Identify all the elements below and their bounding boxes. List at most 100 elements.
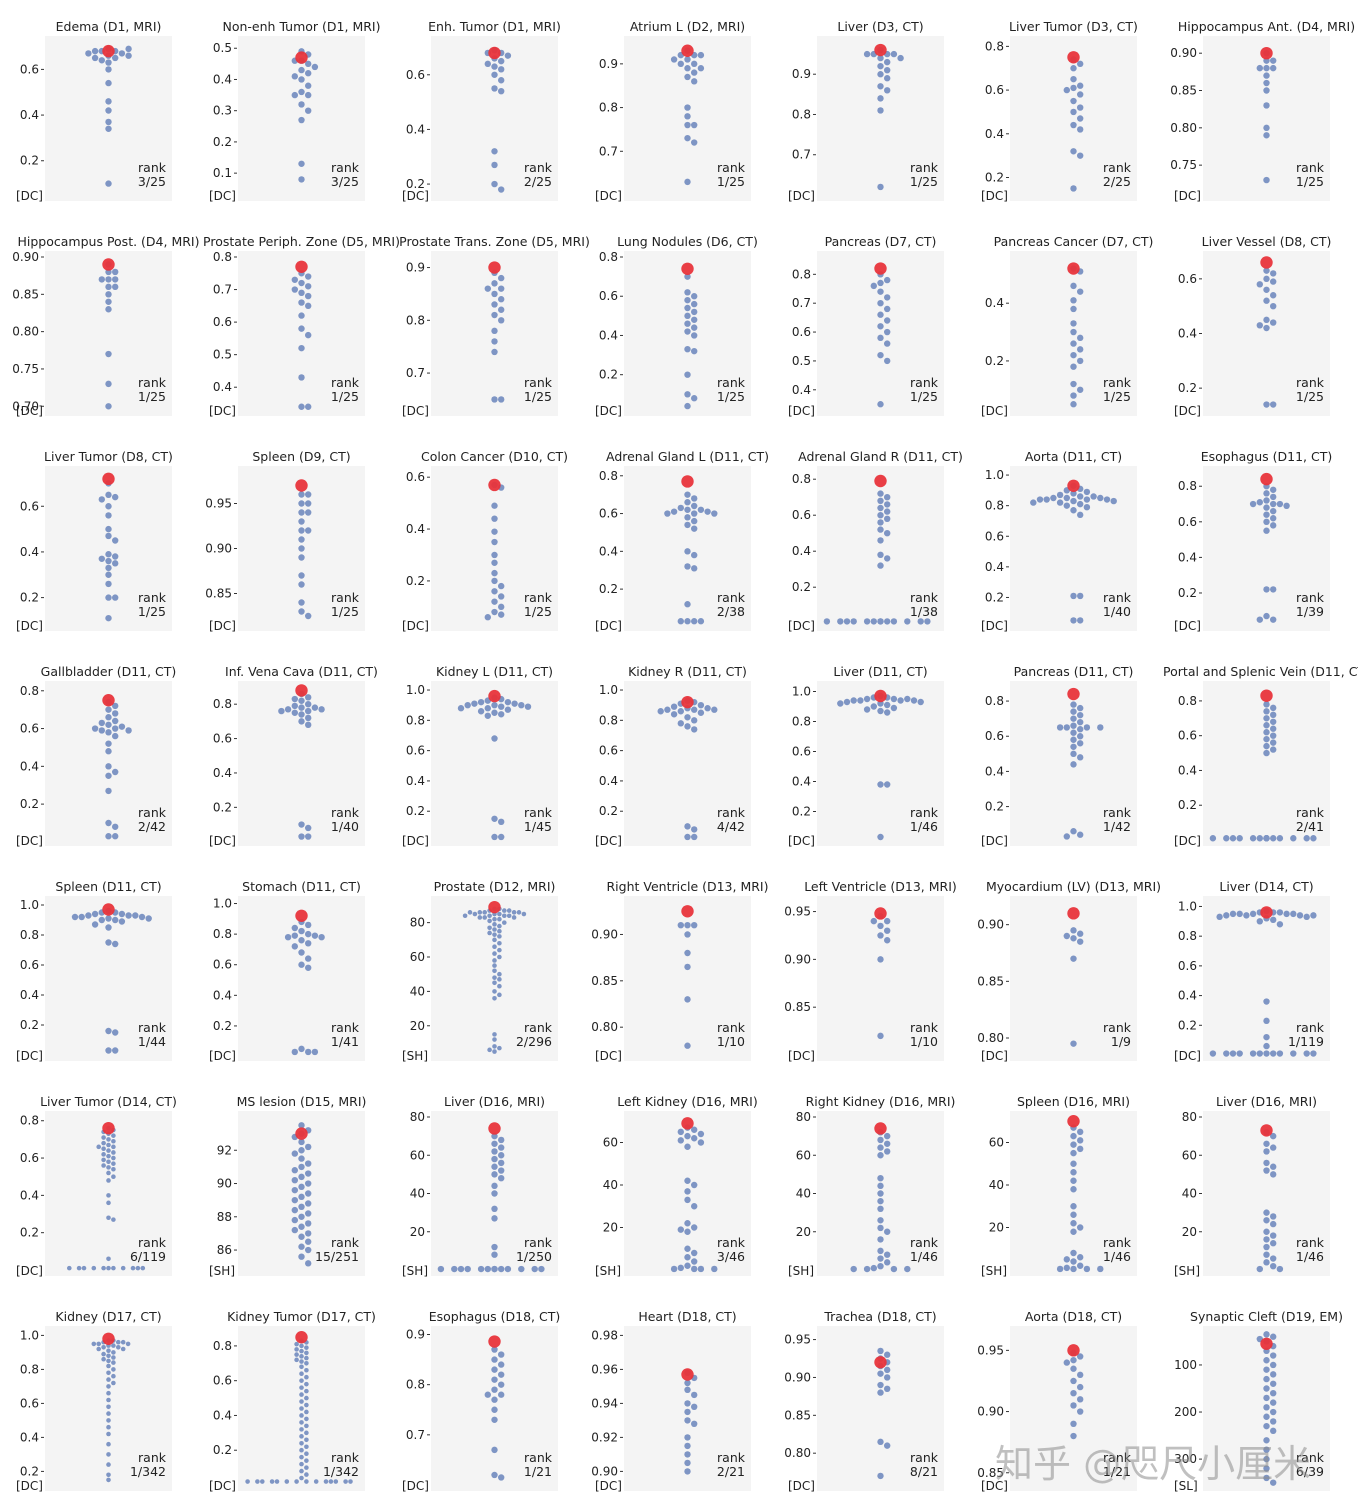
data-point [491, 338, 498, 345]
data-point [1077, 1128, 1084, 1136]
data-point [305, 940, 312, 947]
data-point [98, 916, 106, 924]
data-point [105, 580, 112, 588]
data-point [98, 555, 106, 562]
data-point [877, 1217, 884, 1224]
data-point [140, 1265, 146, 1271]
data-point [299, 1343, 304, 1349]
data-point [497, 983, 502, 989]
data-point [691, 502, 698, 510]
rank-label: rank [910, 1020, 939, 1035]
y-tick-label: 0.8 [792, 472, 811, 486]
data-point [491, 290, 498, 298]
data-point [298, 545, 305, 552]
highlight-point [874, 689, 887, 703]
data-point [1270, 507, 1277, 515]
data-point [112, 537, 119, 544]
y-tick-label: 0.2 [406, 177, 425, 191]
chart-panel: Left Kidney (D16, MRI) 20 40 60 [SH] rank 3/46 [579, 1075, 772, 1290]
watermark: 知乎 @咫尺小厘米 [995, 1442, 1312, 1486]
data-point [298, 344, 305, 352]
data-point [691, 1224, 698, 1231]
data-point [1070, 1420, 1077, 1427]
rank-label: rank [717, 1450, 746, 1465]
data-point [884, 1442, 891, 1449]
rank-label: rank [717, 375, 746, 390]
data-point [105, 706, 112, 713]
data-point [298, 1122, 305, 1129]
rank-label: rank [1103, 805, 1132, 820]
data-point [487, 913, 492, 919]
data-point [884, 1351, 891, 1358]
data-point [1070, 617, 1077, 624]
y-tick-label: 0.6 [1178, 272, 1197, 286]
data-point [1070, 121, 1077, 129]
data-point [1070, 1141, 1077, 1148]
data-point [105, 614, 112, 622]
data-point [884, 75, 891, 82]
data-point [684, 996, 691, 1003]
data-point [298, 88, 305, 96]
data-point [91, 54, 99, 62]
data-point [684, 1143, 691, 1150]
y-tick-label: 0.90 [977, 918, 1004, 932]
chart-panel: Liver Tumor (D8, CT) 0.2 0.4 0.6 [DC] rank 1/2… [0, 430, 193, 645]
data-point [670, 1265, 678, 1273]
data-point [298, 518, 305, 525]
data-point [298, 101, 305, 108]
plot-area [1203, 896, 1330, 1061]
data-point [1263, 742, 1270, 750]
data-point [111, 1343, 116, 1348]
data-point [112, 940, 119, 948]
data-point [1263, 64, 1270, 72]
chart-svg: Myocardium (LV) (D13, MRI)0.800.850.90[D… [977, 879, 1161, 1063]
data-point [691, 69, 698, 76]
y-tick-label: 0.4 [985, 764, 1004, 778]
data-point [498, 711, 505, 718]
data-point [877, 1236, 884, 1243]
rank-value: 2/38 [717, 604, 745, 619]
highlight-point [295, 260, 308, 273]
chart-panel: Aorta (D11, CT) 0.2 0.4 0.6 0.8 1.0 [DC] rank 1/… [965, 430, 1158, 645]
y-tick-label: 0.4 [792, 544, 811, 558]
rank-value: 3/25 [138, 174, 166, 189]
data-point [304, 1402, 309, 1408]
data-point [684, 1451, 691, 1458]
chart-panel: Spleen (D11, CT) 0.2 0.4 0.6 0.8 1.0 [DC] rank 1… [0, 860, 193, 1075]
rank-value: 15/251 [315, 1249, 359, 1264]
data-point [877, 1255, 884, 1262]
data-point [105, 833, 112, 840]
rank-value: 1/46 [910, 1249, 938, 1264]
y-tick-label: 0.85 [977, 974, 1004, 988]
data-point [870, 282, 877, 290]
data-point [684, 1132, 691, 1140]
rank-label: rank [1296, 375, 1325, 390]
data-point [111, 1217, 116, 1222]
data-point [498, 57, 505, 65]
data-point [877, 707, 884, 715]
panel-title: Pancreas Cancer (D7, CT) [994, 234, 1154, 249]
data-point [498, 1351, 505, 1358]
data-point [291, 1196, 298, 1204]
data-point [1077, 115, 1084, 122]
data-point [1070, 955, 1077, 962]
rank-value: 1/41 [331, 1034, 359, 1049]
rank-label: rank [910, 1235, 939, 1250]
data-point [105, 350, 112, 358]
metric-label: [DC] [402, 834, 429, 848]
y-tick-label: 80 [410, 1110, 425, 1124]
data-point [890, 618, 898, 625]
data-point [298, 1163, 305, 1171]
data-point [291, 932, 298, 939]
metric-label: [DC] [16, 619, 43, 633]
highlight-point [874, 1356, 887, 1369]
data-point [1263, 79, 1270, 87]
data-point [1070, 722, 1077, 729]
data-point [1276, 921, 1284, 928]
data-point [691, 60, 698, 68]
data-point [294, 1479, 299, 1484]
rank-label: rank [138, 375, 167, 390]
rank-value: 1/46 [1296, 1249, 1324, 1264]
data-point [305, 283, 312, 290]
